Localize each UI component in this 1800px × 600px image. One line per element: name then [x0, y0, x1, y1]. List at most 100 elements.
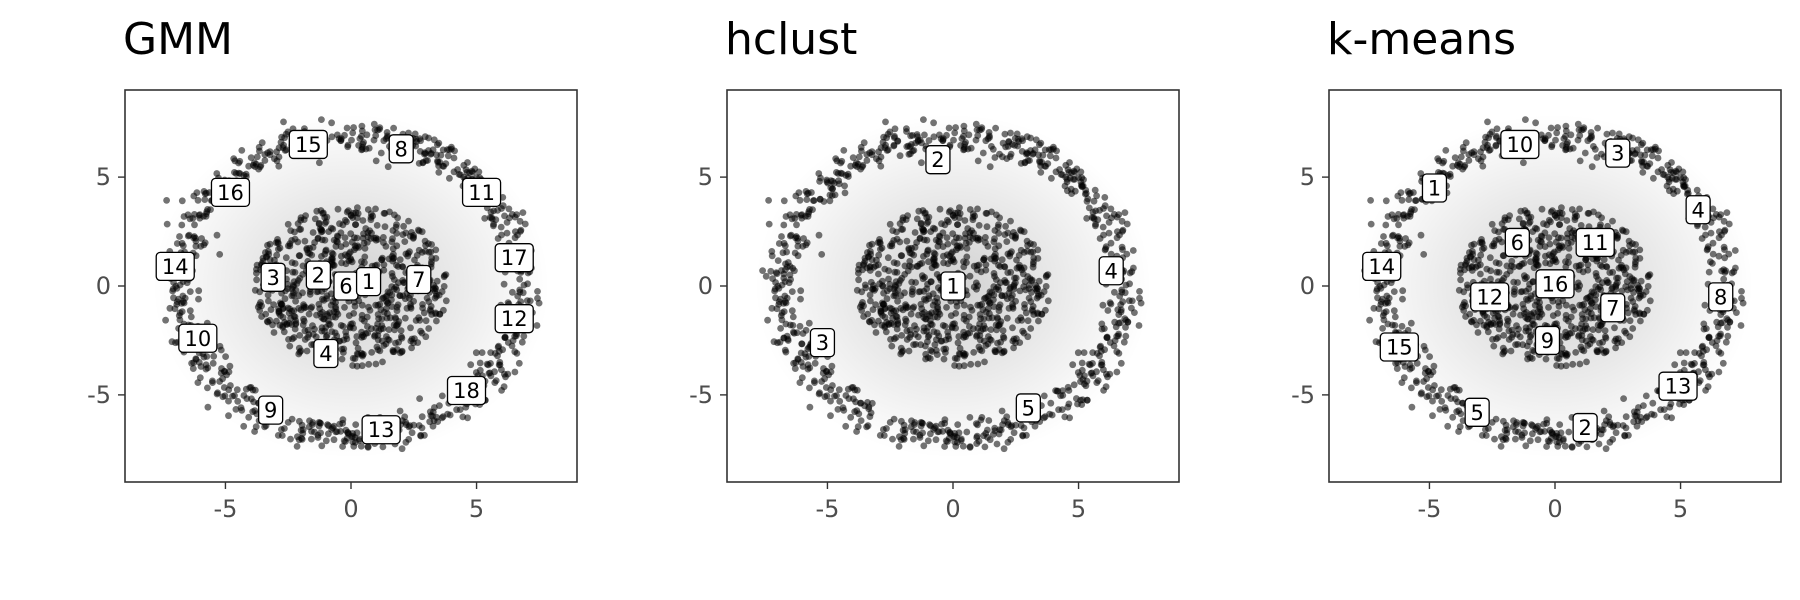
data-point [1643, 162, 1651, 170]
data-point [781, 278, 789, 285]
data-point [331, 329, 339, 337]
data-point [1013, 256, 1020, 264]
data-point [325, 422, 332, 430]
data-point [1021, 278, 1029, 285]
data-point [1664, 173, 1672, 181]
data-point [1116, 292, 1124, 300]
data-point [1643, 413, 1651, 421]
cluster-label-text: 4 [319, 342, 332, 366]
data-point [811, 359, 819, 367]
cluster-label-box [1470, 282, 1510, 312]
data-point [1461, 162, 1469, 169]
data-point [868, 285, 876, 293]
data-point [481, 215, 489, 222]
cluster-label-box [494, 304, 534, 334]
data-point [1602, 348, 1610, 356]
data-point [765, 197, 772, 204]
data-point [938, 220, 945, 228]
data-point [410, 232, 417, 239]
data-point [955, 333, 963, 340]
data-point [511, 368, 519, 376]
data-point [372, 236, 380, 244]
data-point [974, 282, 982, 290]
data-point [977, 327, 985, 335]
data-point [919, 429, 926, 437]
data-point [1583, 443, 1591, 451]
data-point [976, 336, 984, 344]
data-point [1676, 400, 1683, 408]
data-point [767, 267, 775, 275]
data-point [1649, 399, 1657, 407]
data-point [275, 309, 283, 317]
data-point [832, 155, 840, 163]
data-point [491, 379, 499, 386]
data-point [1383, 298, 1391, 306]
data-point [379, 254, 386, 262]
data-point [1700, 320, 1708, 328]
data-point [1526, 437, 1534, 445]
data-point [1558, 204, 1565, 212]
data-point [797, 287, 805, 295]
data-point [789, 313, 797, 321]
data-point [1543, 443, 1550, 450]
data-point [1128, 297, 1136, 305]
data-point [422, 317, 430, 325]
data-point [1455, 407, 1463, 415]
cluster-label-box [388, 134, 414, 164]
data-point [390, 250, 397, 258]
data-point [891, 335, 898, 343]
data-point [377, 149, 385, 157]
data-point [362, 330, 370, 337]
data-point [796, 196, 804, 204]
data-point [351, 355, 359, 362]
data-point [993, 440, 1001, 448]
data-point [1536, 242, 1544, 250]
data-point [1468, 241, 1475, 249]
data-point [304, 334, 312, 341]
data-point [1398, 322, 1406, 330]
data-point [1136, 294, 1143, 302]
data-point [1022, 286, 1029, 294]
data-point [352, 221, 359, 229]
data-point [1421, 346, 1429, 354]
data-point [1001, 130, 1009, 138]
cluster-label: 16 [210, 177, 251, 208]
data-point [1556, 421, 1564, 428]
data-point [911, 330, 919, 338]
data-point [961, 217, 969, 224]
data-point [1018, 148, 1026, 155]
data-point [303, 245, 311, 252]
data-point [782, 320, 790, 328]
data-point [972, 136, 980, 144]
data-point [1398, 196, 1406, 204]
data-point [289, 335, 296, 343]
cluster-label-text: 16 [217, 181, 244, 205]
data-point [1503, 321, 1511, 329]
data-point [855, 261, 863, 269]
data-point [897, 305, 905, 312]
data-point [380, 261, 388, 268]
data-point [1064, 403, 1072, 411]
data-point [828, 362, 836, 370]
y-tick-label: -5 [1291, 381, 1315, 409]
data-point [1534, 422, 1542, 430]
data-point [1671, 361, 1679, 369]
data-point [838, 157, 846, 165]
data-point [1036, 158, 1044, 166]
data-point [1720, 275, 1728, 283]
data-point [963, 253, 971, 261]
data-point [1447, 395, 1455, 402]
data-point [1715, 368, 1723, 376]
data-point [1663, 182, 1671, 190]
data-point [883, 134, 890, 142]
data-point [1007, 129, 1014, 137]
data-point [175, 312, 183, 319]
data-point [295, 305, 303, 312]
cluster-label-text: 15 [1386, 335, 1413, 359]
data-point [1669, 185, 1677, 193]
data-point [1710, 214, 1717, 222]
data-point [1606, 269, 1614, 276]
data-point [1019, 431, 1026, 439]
data-point [1691, 360, 1698, 367]
